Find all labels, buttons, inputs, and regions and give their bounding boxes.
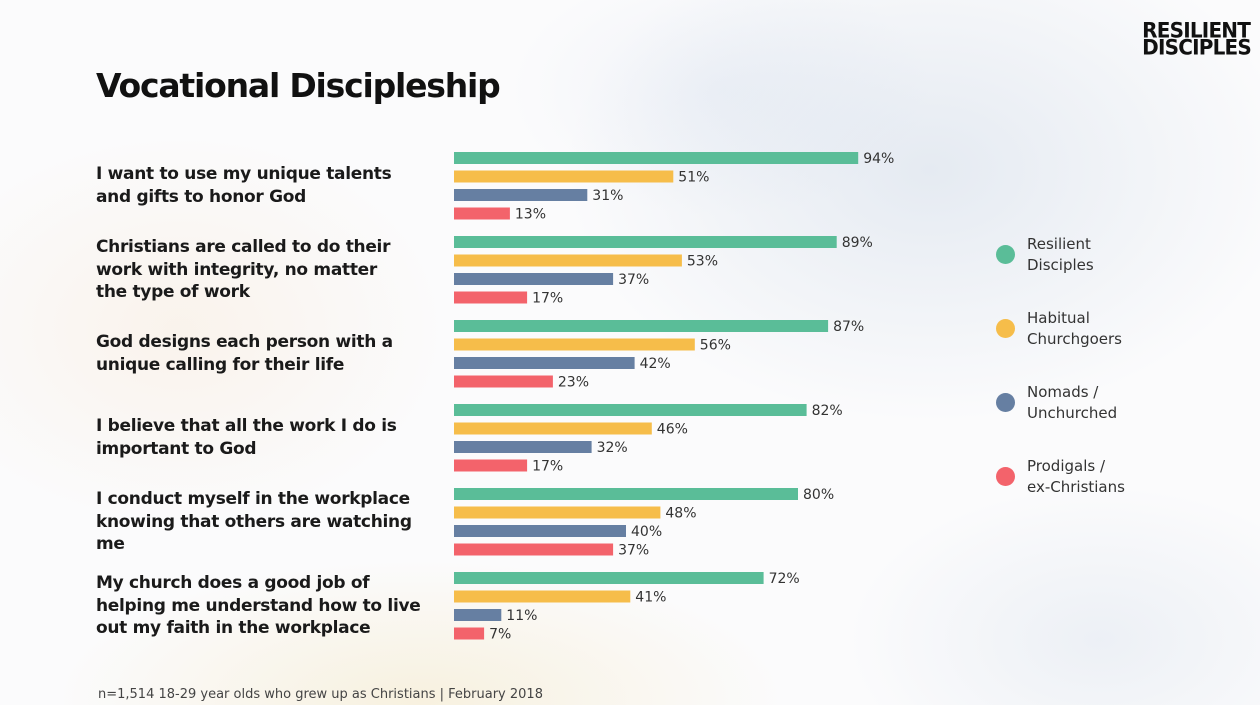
bar-nomads [454,609,502,621]
legend-swatch [996,467,1015,486]
bar-resilient [454,488,798,500]
bar-resilient [454,152,859,164]
bar-habitual [454,338,695,351]
data-label: 94% [863,151,894,167]
data-label: 37% [618,272,649,288]
category-label-line: helping me understand how to live [96,595,421,616]
category-label: I conduct myself in the workplace knowing… [96,488,426,556]
bar-habitual [454,254,682,267]
bar-habitual [454,590,631,603]
legend-label: Nomads / Unchurched [1027,383,1118,422]
category-label: I want to use my unique talents and gifts… [96,163,426,208]
bar-habitual [454,170,674,183]
data-label: 37% [618,543,649,559]
footnote: n=1,514 18-29 year olds who grew up as C… [98,687,543,702]
data-label: 82% [812,403,843,419]
legend-item-prodigals: Prodigals / ex-Christians [996,456,1147,497]
legend-swatch [996,319,1015,338]
data-label: 40% [631,524,662,540]
bar-nomads [454,525,626,537]
legend-swatch [996,393,1015,412]
category-label-line: I believe that all the work I do is [96,416,397,437]
data-label: 53% [687,254,718,270]
category-label-line: work with integrity, no matter [96,259,377,280]
category-label-line: out my faith in the workplace [96,618,371,638]
data-label: 13% [515,207,546,223]
category-label-line: the type of work [96,282,250,302]
bar-habitual [454,506,661,519]
data-label: 32% [597,440,628,456]
legend-item-habitual: Habitual Churchgoers [996,308,1147,349]
category-label-line: I want to use my unique talents [96,164,392,185]
brand-logo-line-1: RESILIENT [1142,17,1251,43]
category-label: My church does a good job of helping me u… [96,572,426,640]
data-label: 11% [506,608,537,624]
data-label: 42% [640,356,671,372]
category-label-line: My church does a good job of [96,573,370,593]
data-label: 31% [592,188,623,204]
bar-nomads [454,357,635,369]
bar-prodigals [454,207,510,220]
bar-resilient [454,404,807,416]
data-label: 51% [678,170,709,186]
legend-item-nomads: Nomads / Unchurched [996,382,1147,423]
category-label-line: knowing that others are watching [96,511,412,532]
bar-resilient [454,236,837,248]
data-label: 41% [635,590,666,606]
data-label: 46% [657,422,688,438]
data-label: 48% [665,506,696,522]
category-label: I believe that all the work I do is impor… [96,415,426,460]
bar-resilient [454,572,764,584]
legend-label: Habitual Churchgoers [1027,309,1122,348]
bar-habitual [454,422,652,435]
legend-label: Resilient Disciples [1027,235,1094,274]
bar-prodigals [454,375,553,388]
data-label: 56% [700,338,731,354]
bar-nomads [454,273,614,285]
data-label: 87% [833,319,864,335]
category-label-line: and gifts to honor God [96,186,307,207]
category-label-line: God designs each person with a [96,332,393,353]
category-label-line: me [96,534,125,554]
category-label-line: Christians are called to do their [96,237,391,257]
legend-label: Prodigals / ex-Christians [1027,457,1125,496]
bar-prodigals [454,627,485,640]
brand-logo: RESILIENT DISCIPLES [1142,17,1252,60]
data-label: 17% [532,291,563,307]
data-label: 23% [558,375,589,391]
category-label: Christians are called to do their work wi… [96,236,426,304]
bar-nomads [454,189,588,201]
category-label-line: I conduct myself in the workplace [96,489,410,509]
data-label: 72% [769,571,800,587]
bar-resilient [454,320,829,332]
brand-logo-line-2: DISCIPLES [1142,34,1252,60]
data-label: 7% [489,627,511,643]
page-title: Vocational Discipleship [96,66,501,105]
legend-item-resilient: Resilient Disciples [996,234,1147,275]
category-label: God designs each person with a unique cal… [96,331,426,376]
bar-prodigals [454,459,528,472]
bar-prodigals [454,543,614,556]
data-label: 89% [842,235,873,251]
data-label: 17% [532,459,563,475]
data-label: 80% [803,487,834,503]
legend-swatch [996,245,1015,264]
category-label-line: important to God [96,438,257,459]
bar-nomads [454,441,592,453]
bar-prodigals [454,291,528,304]
category-label-line: unique calling for their life [96,354,345,375]
